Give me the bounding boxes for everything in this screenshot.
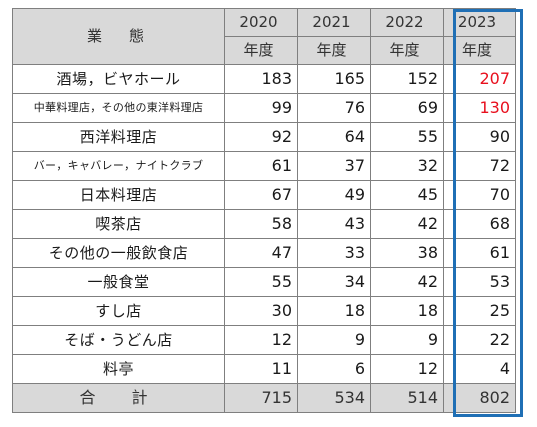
row-value-2023: 207 — [443, 64, 516, 94]
row-value-2020: 61 — [224, 151, 298, 181]
row-value-2021: 49 — [297, 180, 371, 210]
row-value-2023: 4 — [443, 354, 516, 384]
row-value-2022: 38 — [370, 238, 444, 268]
row-value-2023: 90 — [443, 122, 516, 152]
header-year-suffix: 年度 — [224, 36, 298, 65]
row-category: バー，キャバレー，ナイトクラブ — [12, 151, 225, 181]
row-value-2021: 76 — [297, 93, 371, 123]
row-value-2023: 68 — [443, 209, 516, 239]
row-value-2022: 9 — [370, 325, 444, 355]
row-value-2023: 53 — [443, 267, 516, 297]
row-category: 酒場，ビヤホール — [12, 64, 225, 94]
row-category: 料亭 — [12, 354, 225, 384]
row-value-2020: 183 — [224, 64, 298, 94]
row-value-2021: 6 — [297, 354, 371, 384]
row-category: 中華料理店，その他の東洋料理店 — [12, 93, 225, 123]
table-row: 中華料理店，その他の東洋料理店 99 76 69 130 — [12, 93, 516, 123]
row-value-2021: 34 — [297, 267, 371, 297]
row-value-2020: 58 — [224, 209, 298, 239]
row-category: 西洋料理店 — [12, 122, 225, 152]
row-value-2022: 69 — [370, 93, 444, 123]
header-year-2023: 2023 — [443, 8, 516, 37]
row-value-2022: 12 — [370, 354, 444, 384]
table-row: そば・うどん店 12 9 9 22 — [12, 325, 516, 355]
row-value-2023: 61 — [443, 238, 516, 268]
row-value-2021: 43 — [297, 209, 371, 239]
row-value-2023: 70 — [443, 180, 516, 210]
row-value-2021: 33 — [297, 238, 371, 268]
table-row: 料亭 11 6 12 4 — [12, 354, 516, 384]
header-year-2020: 2020 — [224, 8, 298, 37]
row-value-2020: 47 — [224, 238, 298, 268]
total-row: 合 計 715 534 514 802 — [12, 383, 516, 413]
row-value-2023: 130 — [443, 93, 516, 123]
table-row: 西洋料理店 92 64 55 90 — [12, 122, 516, 152]
row-value-2023: 72 — [443, 151, 516, 181]
row-value-2021: 18 — [297, 296, 371, 326]
row-category: すし店 — [12, 296, 225, 326]
table-row: 喫茶店 58 43 42 68 — [12, 209, 516, 239]
row-value-2020: 67 — [224, 180, 298, 210]
row-value-2022: 55 — [370, 122, 444, 152]
row-value-2020: 92 — [224, 122, 298, 152]
row-value-2022: 152 — [370, 64, 444, 94]
row-category: 一般食堂 — [12, 267, 225, 297]
row-value-2021: 165 — [297, 64, 371, 94]
row-value-2023: 25 — [443, 296, 516, 326]
row-value-2022: 42 — [370, 267, 444, 297]
row-value-2022: 18 — [370, 296, 444, 326]
header-year-2022: 2022 — [370, 8, 444, 37]
header-category-label: 業 態 — [12, 8, 225, 65]
row-value-2021: 37 — [297, 151, 371, 181]
row-category: 喫茶店 — [12, 209, 225, 239]
total-value-2020: 715 — [224, 383, 298, 413]
total-value-2022: 514 — [370, 383, 444, 413]
row-category: そば・うどん店 — [12, 325, 225, 355]
row-value-2020: 99 — [224, 93, 298, 123]
row-value-2021: 9 — [297, 325, 371, 355]
header-row-suffix: 年度 年度 年度 年度 — [13, 36, 516, 65]
table-row: 酒場，ビヤホール 183 165 152 207 — [12, 64, 516, 94]
header-year-suffix: 年度 — [370, 36, 444, 65]
row-value-2021: 64 — [297, 122, 371, 152]
row-category: 日本料理店 — [12, 180, 225, 210]
header-year-suffix: 年度 — [443, 36, 516, 65]
total-label: 合 計 — [12, 383, 225, 413]
table-row: バー，キャバレー，ナイトクラブ 61 37 32 72 — [12, 151, 516, 181]
table-row: 日本料理店 67 49 45 70 — [12, 180, 516, 210]
header-row-years: 業 態 2020 2021 2022 2023 — [12, 8, 516, 65]
row-value-2022: 42 — [370, 209, 444, 239]
row-value-2020: 12 — [224, 325, 298, 355]
row-value-2020: 55 — [224, 267, 298, 297]
table-row: 一般食堂 55 34 42 53 — [12, 267, 516, 297]
header-year-2021: 2021 — [297, 8, 371, 37]
row-category: その他の一般飲食店 — [12, 238, 225, 268]
row-value-2020: 11 — [224, 354, 298, 384]
row-value-2022: 45 — [370, 180, 444, 210]
row-value-2022: 32 — [370, 151, 444, 181]
total-value-2023: 802 — [443, 383, 516, 413]
business-type-table: 業 態 2020 2021 2022 2023 年度 年度 年度 年度 酒場，ビ… — [12, 8, 516, 413]
header-year-suffix: 年度 — [297, 36, 371, 65]
row-value-2020: 30 — [224, 296, 298, 326]
table-row: すし店 30 18 18 25 — [12, 296, 516, 326]
row-value-2023: 22 — [443, 325, 516, 355]
table-row: その他の一般飲食店 47 33 38 61 — [12, 238, 516, 268]
total-value-2021: 534 — [297, 383, 371, 413]
